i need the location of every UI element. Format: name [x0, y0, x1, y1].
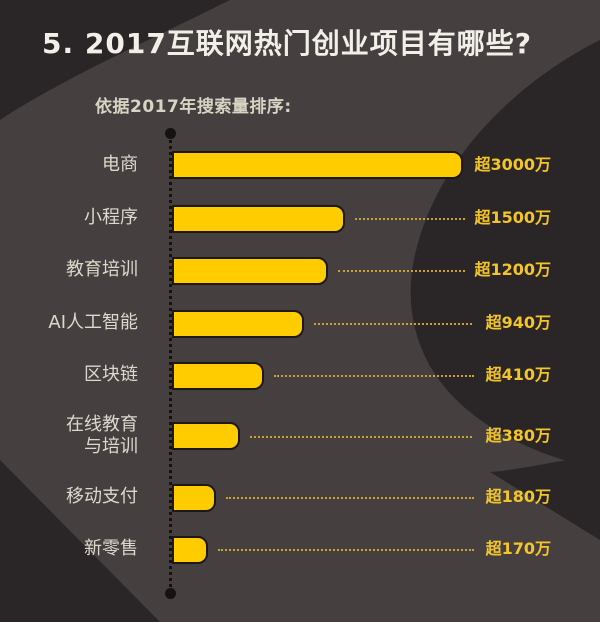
- bottom-left-dark-shape: [0, 460, 160, 622]
- bar-mini-program: [172, 205, 345, 233]
- axis-bottom-dot: [165, 588, 176, 599]
- value-label: 超940万: [485, 313, 551, 332]
- page-title: 5. 2017互联网热门创业项目有哪些?: [42, 27, 533, 60]
- bar-education-training: [172, 257, 328, 285]
- leader-dotted-line: [274, 375, 474, 377]
- leader-dotted-line: [314, 323, 472, 325]
- leader-dotted-line: [338, 270, 465, 272]
- value-label: 超410万: [485, 365, 551, 384]
- value-label: 超3000万: [474, 155, 551, 174]
- value-label: 超380万: [485, 426, 551, 445]
- leader-dotted-line: [355, 218, 465, 220]
- bar-blockchain: [172, 362, 264, 390]
- bar-new-retail: [172, 536, 208, 564]
- category-label-line1: 在线教育: [66, 414, 138, 435]
- category-label: 新零售: [84, 538, 138, 559]
- top-left-dark-shape: [0, 0, 230, 120]
- bar-ai: [172, 310, 304, 338]
- bar-ecommerce: [172, 151, 463, 179]
- category-label: AI人工智能: [48, 312, 138, 333]
- category-label-line2: 与培训: [84, 436, 138, 457]
- category-label: 在线教育 与培训: [66, 414, 138, 458]
- right-dark-curve-shape: [410, 40, 600, 470]
- category-label: 电商: [102, 154, 138, 175]
- chart-subtitle: 依据2017年搜索量排序:: [95, 97, 292, 117]
- category-label: 小程序: [84, 207, 138, 228]
- right-lower-dark-shape: [490, 455, 600, 540]
- leader-dotted-line: [218, 549, 474, 551]
- axis-top-dot: [165, 128, 176, 139]
- bar-online-education: [172, 422, 240, 450]
- category-label: 区块链: [84, 364, 138, 385]
- axis-dotted-line: [169, 133, 172, 593]
- leader-dotted-line: [226, 497, 474, 499]
- category-label: 教育培训: [66, 259, 138, 280]
- value-label: 超180万: [485, 487, 551, 506]
- value-label: 超1500万: [474, 208, 551, 227]
- value-label: 超1200万: [474, 260, 551, 279]
- leader-dotted-line: [250, 436, 472, 438]
- category-label: 移动支付: [66, 486, 138, 507]
- bar-mobile-payment: [172, 484, 216, 512]
- value-label: 超170万: [485, 539, 551, 558]
